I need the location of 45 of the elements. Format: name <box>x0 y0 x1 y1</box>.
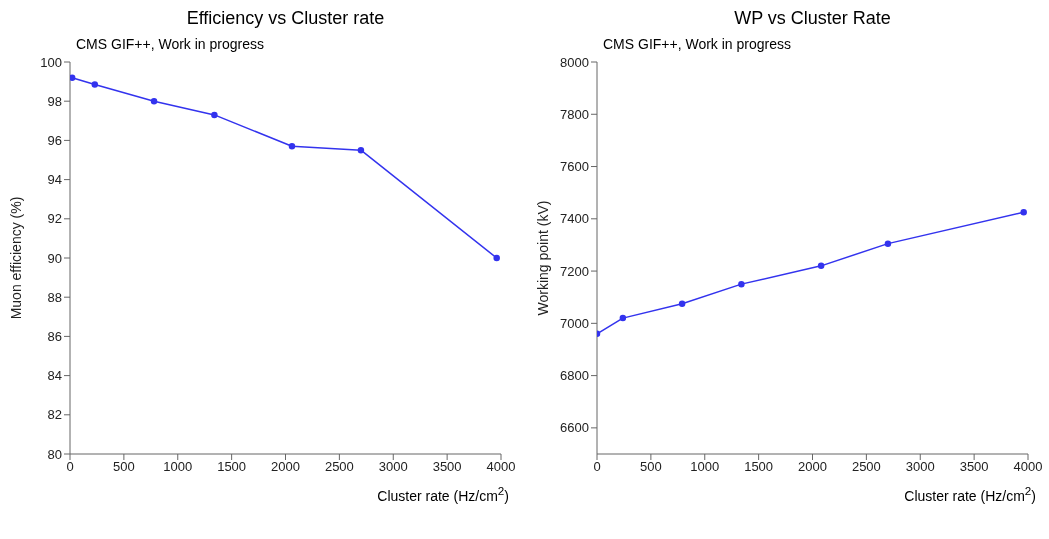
y-axis-title: Muon efficiency (%) <box>7 196 24 320</box>
y-tick-label: 80 <box>47 446 62 462</box>
x-tick-label: 0 <box>593 459 601 475</box>
y-axis-title: Working point (kV) <box>534 200 551 316</box>
y-tick-label: 84 <box>47 368 62 384</box>
x-tick-label: 4000 <box>1013 459 1043 475</box>
y-tick-label: 86 <box>47 329 62 345</box>
y-tick-label: 7000 <box>560 315 589 331</box>
x-axis-title: Cluster rate (Hz/cm$^{2}$) <box>903 484 1037 504</box>
x-tick-label: 1000 <box>690 459 720 475</box>
y-tick-label: 7400 <box>560 211 589 227</box>
y-tick-label: 82 <box>47 407 62 423</box>
y-tick-label: 96 <box>47 133 62 149</box>
x-tick-label: 0 <box>66 459 74 475</box>
y-tick-label: 90 <box>47 250 62 266</box>
text: CMS GIF++, Work in progress <box>76 36 265 52</box>
x-tick-label: 3000 <box>378 459 408 475</box>
chart-title: Efficiency vs Cluster rate <box>185 8 386 30</box>
x-tick-label: 1500 <box>217 459 247 475</box>
y-tick-label: 88 <box>47 289 62 305</box>
x-tick-label: 2500 <box>851 459 881 475</box>
y-tick-label: 100 <box>40 54 62 70</box>
x-tick-label: 3000 <box>905 459 935 475</box>
x-tick-label: 1500 <box>744 459 774 475</box>
y-tick-label: 7200 <box>560 263 589 279</box>
x-tick-label: 500 <box>113 459 135 475</box>
x-tick-label: 500 <box>640 459 662 475</box>
y-tick-label: 7800 <box>560 106 589 122</box>
text: CMS GIF++, Work in progress <box>603 36 792 52</box>
y-tick-label: 6800 <box>560 368 589 384</box>
y-tick-label: 6600 <box>560 420 589 436</box>
x-tick-label: 2000 <box>271 459 300 475</box>
x-tick-label: 4000 <box>486 459 516 475</box>
y-tick-label: 98 <box>47 93 62 109</box>
x-tick-label: 2000 <box>798 459 827 475</box>
x-tick-label: 1000 <box>163 459 193 475</box>
x-axis-title: Cluster rate (Hz/cm$^{2}$) <box>376 484 510 504</box>
chart-title: WP vs Cluster Rate <box>733 8 892 30</box>
y-tick-label: 8000 <box>560 54 589 70</box>
x-tick-label: 3500 <box>959 459 989 475</box>
x-tick-label: 2500 <box>324 459 354 475</box>
x-tick-label: 3500 <box>432 459 462 475</box>
y-tick-label: 7600 <box>560 159 589 175</box>
y-tick-label: 94 <box>47 172 62 188</box>
y-tick-label: 92 <box>47 211 62 227</box>
